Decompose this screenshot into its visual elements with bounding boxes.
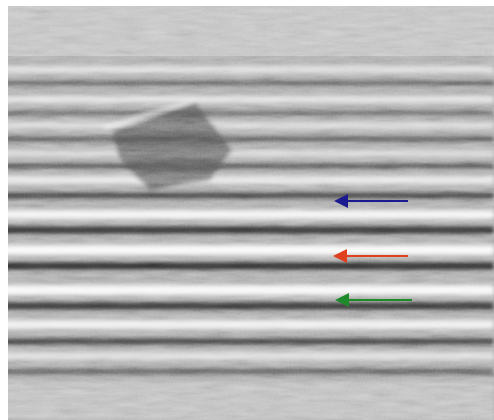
- micrograph: [0, 6, 494, 420]
- noise: [8, 6, 494, 420]
- page: (() => { const data = JSON.parse(documen…: [0, 0, 494, 420]
- micrograph-view: [0, 0, 494, 420]
